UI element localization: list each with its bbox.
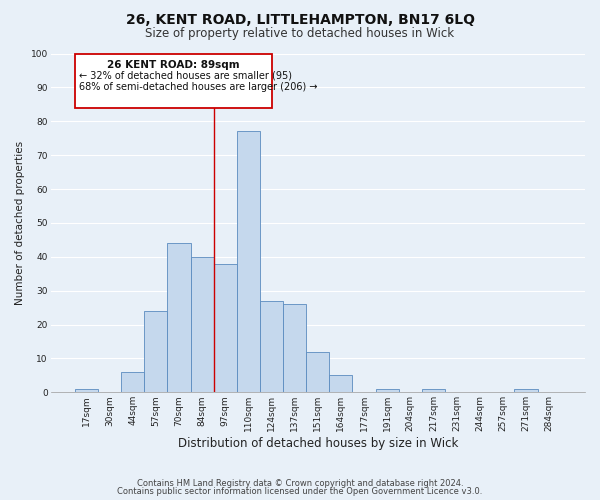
Text: Size of property relative to detached houses in Wick: Size of property relative to detached ho…: [145, 28, 455, 40]
Bar: [237, 132, 260, 392]
Bar: [191, 257, 214, 392]
Bar: [514, 389, 538, 392]
Text: 26, KENT ROAD, LITTLEHAMPTON, BN17 6LQ: 26, KENT ROAD, LITTLEHAMPTON, BN17 6LQ: [125, 12, 475, 26]
Bar: [283, 304, 306, 392]
X-axis label: Distribution of detached houses by size in Wick: Distribution of detached houses by size …: [178, 437, 458, 450]
Bar: [214, 264, 237, 392]
Text: Contains public sector information licensed under the Open Government Licence v3: Contains public sector information licen…: [118, 487, 482, 496]
Text: 26 KENT ROAD: 89sqm: 26 KENT ROAD: 89sqm: [107, 60, 240, 70]
Bar: [121, 372, 144, 392]
Text: ← 32% of detached houses are smaller (95): ← 32% of detached houses are smaller (95…: [79, 70, 292, 81]
Text: Contains HM Land Registry data © Crown copyright and database right 2024.: Contains HM Land Registry data © Crown c…: [137, 478, 463, 488]
Bar: [260, 301, 283, 392]
Y-axis label: Number of detached properties: Number of detached properties: [15, 141, 25, 305]
Bar: [306, 352, 329, 393]
Bar: [144, 311, 167, 392]
FancyBboxPatch shape: [76, 54, 272, 108]
Bar: [329, 376, 352, 392]
Bar: [422, 389, 445, 392]
Bar: [75, 389, 98, 392]
Bar: [376, 389, 399, 392]
Text: 68% of semi-detached houses are larger (206) →: 68% of semi-detached houses are larger (…: [79, 82, 317, 92]
Bar: [167, 243, 191, 392]
